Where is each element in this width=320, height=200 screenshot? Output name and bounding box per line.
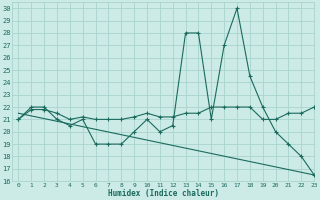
X-axis label: Humidex (Indice chaleur): Humidex (Indice chaleur) [108, 189, 219, 198]
